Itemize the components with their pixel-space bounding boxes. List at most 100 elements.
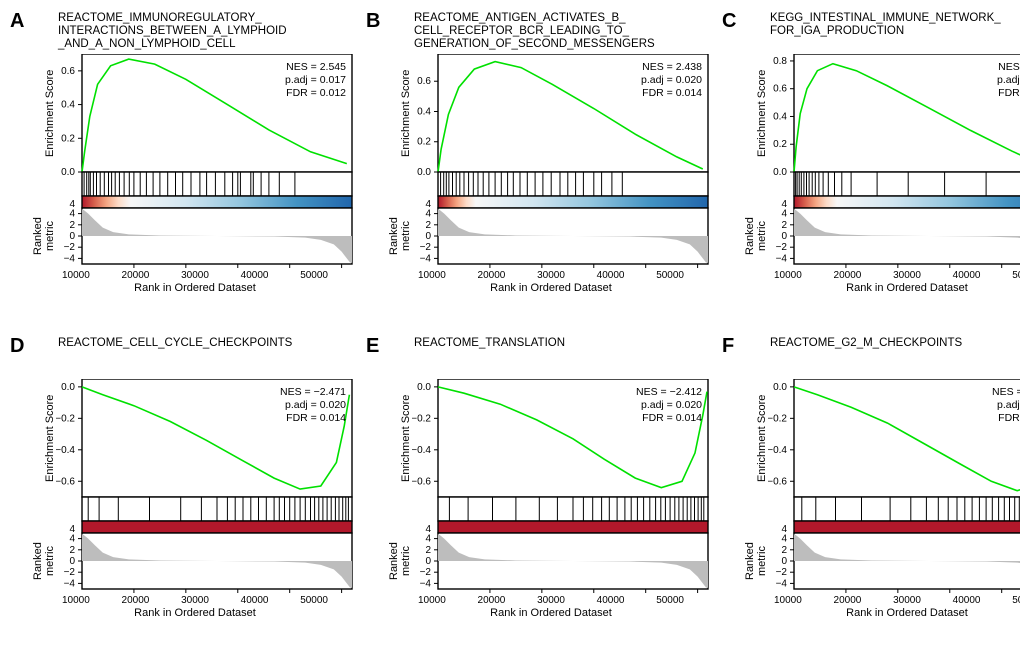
svg-text:2: 2 [781,544,787,555]
svg-text:0.2: 0.2 [773,139,787,150]
panel-e: EREACTOME_TRANSLATIONEnrichment ScoreRan… [366,335,712,654]
svg-text:0.6: 0.6 [417,76,431,87]
svg-text:−0.4: −0.4 [412,444,431,455]
svg-text:0.2: 0.2 [417,137,431,148]
svg-text:0.4: 0.4 [773,111,787,122]
ranked-metric-plot: −4−2024 [64,533,352,589]
svg-text:−0.6: −0.6 [56,476,75,487]
ranked-ylabel: Ranked metric [388,208,412,264]
gsea-svg: 0.0 0.2 0.4 0.6 NES = 2.438 p.adj = 0.020 F… [412,54,712,270]
svg-text:−2: −2 [64,567,76,578]
svg-text:2: 2 [69,544,75,555]
gene-tick-bar [82,172,352,196]
panel-title: REACTOME_G2_M_CHECKPOINTS [770,335,1020,379]
svg-text:4: 4 [69,209,75,220]
svg-text:−2: −2 [420,242,432,253]
ranked-metric-plot: −4−2024 [776,208,1020,264]
svg-text:2: 2 [425,544,431,555]
panel-b: BREACTOME_ANTIGEN_ACTIVATES_B_ CELL_RECE… [366,10,712,329]
enrichment-plot: 0.0 0.2 0.4 0.6 NES = 2.438 p.adj = 0.020 F… [417,54,708,178]
y-labels-col: Enrichment Score Ranked metric [366,54,412,264]
svg-text:0.4: 0.4 [417,106,431,117]
gsea-svg: −0.6−0.4−0.20.0 NES = −2.402 p.adj = 0.0… [768,379,1020,595]
enrichment-plot: −0.6−0.4−0.20.0 NES = −2.471 p.adj = 0.0… [56,379,352,497]
panel-c: CKEGG_INTESTINAL_IMMUNE_NETWORK_ FOR_IGA… [722,10,1020,329]
svg-text:−0.6: −0.6 [768,476,787,487]
y-labels-col: Enrichment ScoreRanked metric [10,54,56,264]
chart-stack: Enrichment ScoreRanked metric 0.00.20.40… [722,54,1020,329]
enrichment-ylabel: Enrichment Score [756,54,768,172]
stats-padj: p.adj = 0.020 [997,74,1020,86]
svg-text:−2: −2 [420,567,432,578]
x-tick-label: 30000 [893,595,921,606]
svg-text:0.4: 0.4 [61,100,75,111]
ranked-ylabel: Ranked metric [32,208,56,264]
ranked-metric-plot: −4−2024 [776,533,1020,589]
svg-text:−0.2: −0.2 [412,413,431,424]
x-axis-labels: 1000020000300004000050000Rank in Ordered… [416,270,686,298]
svg-text:0: 0 [69,556,75,567]
enrichment-ylabel: Enrichment Score [400,54,412,172]
x-tick-label: 20000 [834,595,862,606]
stats-nes: NES = 2.438 [642,61,702,73]
panel-f: FREACTOME_G2_M_CHECKPOINTSEnrichment Sco… [722,335,1020,654]
stats-nes: NES = −2.412 [636,386,702,398]
gsea-svg: −0.6 −0.4 −0.2 0.0 NES = −2.412 p.adj = 0.0… [412,379,712,595]
chart-stack: Enrichment ScoreRanked metric −0.6−0.4−0… [366,379,712,654]
x-tick-label: 30000 [181,270,209,281]
stats-padj: p.adj = 0.020 [285,399,346,411]
x-axis-labels: 1000020000300004000050000Rank in Ordered… [416,595,686,623]
svg-text:2: 2 [69,220,75,231]
stats-padj: p.adj = 0.020 [641,74,702,86]
svg-text:−4: −4 [64,578,76,589]
panel-title: REACTOME_ANTIGEN_ACTIVATES_B_ CELL_RECEP… [414,10,712,54]
x-tick-label: 30000 [893,270,921,281]
svg-text:−4: −4 [420,253,432,264]
svg-text:−0.4: −0.4 [56,444,75,455]
stats-fdr: FDR = 0.014 [998,87,1020,99]
svg-text:−4: −4 [776,578,788,589]
svg-text:4: 4 [425,533,431,544]
stats-padj: p.adj = 0.017 [285,74,346,86]
svg-text:0.0: 0.0 [417,167,431,178]
svg-text:0.0: 0.0 [417,381,431,392]
x-tick-label: 40000 [597,595,625,606]
chart-stack: Enrichment ScoreRanked metric 0.00.20.40… [366,54,712,329]
stats-nes: NES = 2.424 [998,61,1020,73]
x-tick-label: 20000 [122,595,150,606]
stats-nes: NES = −2.471 [280,386,346,398]
svg-text:4: 4 [69,533,75,544]
panel-letter: E [366,335,379,358]
x-axis-title: Rank in Ordered Dataset [846,282,968,294]
svg-text:0.0: 0.0 [61,167,75,178]
stats-nes: NES = 2.545 [286,61,346,73]
y-labels-col: Enrichment ScoreRanked metric [366,379,412,589]
gene-tick-bar [438,172,708,196]
gene-tick-bar [438,497,708,521]
plots-col: −0.6 −0.4 −0.2 0.0 NES = −2.412 p.adj = 0.0… [412,379,712,654]
svg-text:0.8: 0.8 [773,56,787,67]
stats-fdr: FDR = 0.012 [286,87,346,99]
x-axis-labels: 1000020000300004000050000Rank in Ordered… [772,595,1020,623]
enrichment-plot: 0.00.20.40.6 NES = 2.545 p.adj = 0.017 F… [61,54,352,178]
x-tick-label: 20000 [834,270,862,281]
gene-tick-bar [82,497,352,521]
svg-text:−4: −4 [64,253,76,264]
plots-col: 0.0 0.2 0.4 0.6 NES = 2.438 p.adj = 0.020 F… [412,54,712,329]
x-tick-label: 20000 [478,270,506,281]
x-tick-label: 40000 [597,270,625,281]
plots-col: 0.00.20.40.60.8 NES = 2.424 p.adj = 0.02… [768,54,1020,329]
y-labels-col: Enrichment ScoreRanked metric [10,379,56,589]
x-axis-title: Rank in Ordered Dataset [490,282,612,294]
gsea-svg: 0.00.20.40.60.8 NES = 2.424 p.adj = 0.02… [768,54,1020,270]
stats-fdr: FDR = 0.014 [642,412,702,424]
gene-tick-bar [794,497,1020,521]
stats-padj: p.adj = 0.020 [641,399,702,411]
svg-text:−0.6: −0.6 [412,476,431,487]
svg-text:0: 0 [781,556,787,567]
x-tick-label: 10000 [418,270,446,281]
ranked-metric-plot: −4−2024 [64,208,352,264]
svg-text:0: 0 [781,231,787,242]
stats-fdr: FDR = 0.014 [642,87,702,99]
svg-text:−2: −2 [776,242,788,253]
